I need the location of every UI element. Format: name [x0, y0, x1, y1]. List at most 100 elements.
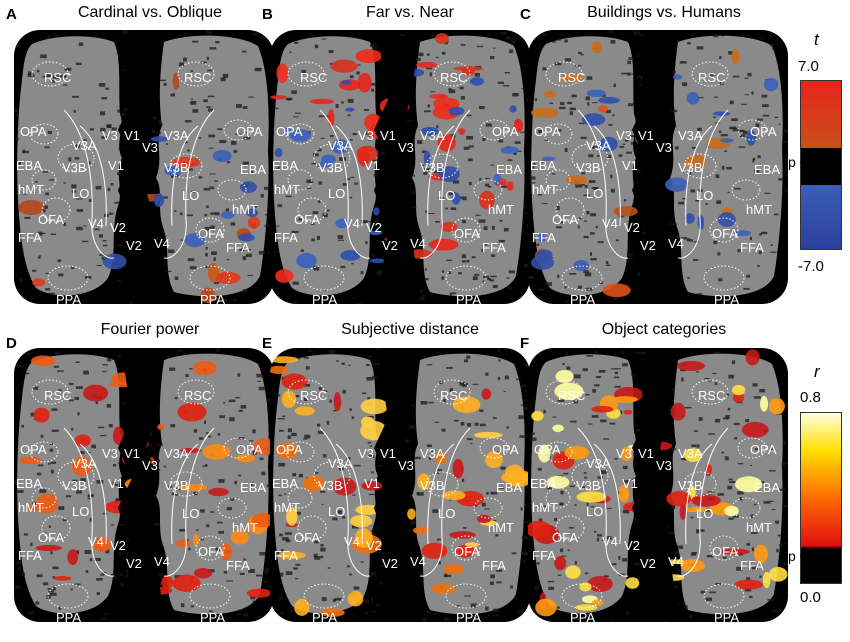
roi-label: LO [182, 188, 199, 203]
roi-label: V3A [328, 456, 353, 471]
brain-map-b: RSC OPA EBA hMT OFA FFA PPA V3A V3 V1 V3B LO V4 V2 RSC… [270, 30, 530, 304]
panel-title-c: Buildings vs. Humans [587, 4, 741, 21]
roi-label: OPA [236, 124, 263, 139]
roi-label: RSC [558, 388, 585, 403]
roi-label: OFA [198, 544, 224, 559]
roi-label: OPA [276, 124, 303, 139]
roi-label: PPA [714, 292, 739, 304]
roi-label: OFA [552, 212, 578, 227]
roi-label: V3A [328, 138, 353, 153]
roi-label: FFA [482, 558, 506, 573]
roi-label: FFA [274, 548, 298, 563]
roi-label: V2 [640, 238, 656, 253]
roi-label: OFA [38, 530, 64, 545]
roi-label: V3B [678, 160, 703, 175]
roi-label: V2 [126, 238, 142, 253]
roi-label: EBA [754, 162, 780, 177]
roi-label: V2 [126, 556, 142, 571]
roi-label: FFA [226, 558, 250, 573]
roi-label: V1 [380, 128, 396, 143]
roi-label: V4 [154, 236, 170, 251]
roi-label: FFA [532, 230, 556, 245]
roi-label: LO [72, 504, 89, 519]
roi-label: V3B [318, 160, 343, 175]
roi-label: V4 [602, 534, 618, 549]
roi-label: PPA [714, 610, 739, 622]
roi-label: V4 [154, 554, 170, 569]
roi-label: OFA [454, 544, 480, 559]
roi-label: LO [438, 506, 455, 521]
roi-label: PPA [312, 292, 337, 304]
roi-label: OPA [492, 124, 519, 139]
colorbar-r [800, 412, 842, 584]
roi-label: FFA [226, 240, 250, 255]
panel-letter-f: F [520, 335, 530, 352]
roi-label: V3 [616, 128, 632, 143]
roi-label: V3 [398, 140, 414, 155]
roi-label: EBA [16, 158, 42, 173]
panel-title-f: Object categories [601, 321, 727, 338]
roi-label: V3 [616, 446, 632, 461]
roi-label: hMT [746, 202, 772, 217]
roi-label: EBA [240, 480, 266, 495]
roi-label: FFA [532, 548, 556, 563]
roi-label: LO [438, 188, 455, 203]
roi-label: RSC [698, 70, 725, 85]
roi-label: V3A [420, 128, 445, 143]
roi-label: V1 [638, 128, 654, 143]
roi-label: V2 [640, 556, 656, 571]
roi-label: OFA [198, 226, 224, 241]
colorbar-t-max: 7.0 [798, 58, 819, 75]
roi-label: V3 [102, 446, 118, 461]
panel-letter-e: E [262, 335, 273, 352]
roi-label: V1 [622, 476, 638, 491]
roi-label: V3B [164, 160, 189, 175]
roi-label: FFA [482, 240, 506, 255]
roi-label: hMT [232, 202, 258, 217]
roi-label: hMT [532, 500, 558, 515]
brain-map-c: RSC OPA EBA hMT OFA FFA PPA V3A V3 V1 V3B LO V4 V2 RSC… [528, 30, 788, 304]
roi-label: V3B [420, 160, 445, 175]
roi-label: RSC [300, 388, 327, 403]
roi-label: V1 [364, 158, 380, 173]
roi-label: OPA [492, 442, 519, 457]
colorbar-r-threshold: p < 0.05 [788, 548, 839, 564]
roi-label: PPA [456, 292, 481, 304]
roi-label: RSC [184, 70, 211, 85]
roi-label: V2 [624, 220, 640, 235]
roi-label: LO [328, 504, 345, 519]
roi-label: V3A [164, 128, 189, 143]
panel-letter-c: C [520, 6, 531, 23]
roi-label: RSC [698, 388, 725, 403]
roi-label: V3B [576, 160, 601, 175]
brain-map-e: RSC OPA EBA hMT OFA FFA PPA V3A V3 V1 V3B LO V4 V2 RSC… [270, 348, 530, 622]
roi-label: PPA [200, 610, 225, 622]
roi-label: hMT [232, 520, 258, 535]
panel-title-e: Subjective distance [341, 321, 479, 338]
roi-label: OFA [712, 544, 738, 559]
roi-label: hMT [488, 202, 514, 217]
roi-label: V4 [88, 216, 104, 231]
roi-label: hMT [746, 520, 772, 535]
roi-label: hMT [18, 182, 44, 197]
roi-label: LO [586, 186, 603, 201]
roi-label: EBA [16, 476, 42, 491]
roi-label: V4 [668, 236, 684, 251]
roi-label: V2 [366, 538, 382, 553]
colorbar-r-max: 0.8 [800, 389, 821, 406]
panel-letter-b: B [262, 6, 273, 23]
roi-label: V3B [318, 478, 343, 493]
roi-label: V3 [358, 446, 374, 461]
roi-label: V2 [110, 220, 126, 235]
roi-label: PPA [312, 610, 337, 622]
roi-label: LO [696, 188, 713, 203]
roi-label: OPA [750, 442, 777, 457]
roi-label: OFA [38, 212, 64, 227]
roi-label: V3 [398, 458, 414, 473]
colorbar-t-threshold: p < 0.05 [788, 154, 839, 170]
roi-label: V3A [420, 446, 445, 461]
roi-label: RSC [440, 70, 467, 85]
roi-label: V4 [410, 554, 426, 569]
roi-label: V1 [638, 446, 654, 461]
roi-label: PPA [200, 292, 225, 304]
